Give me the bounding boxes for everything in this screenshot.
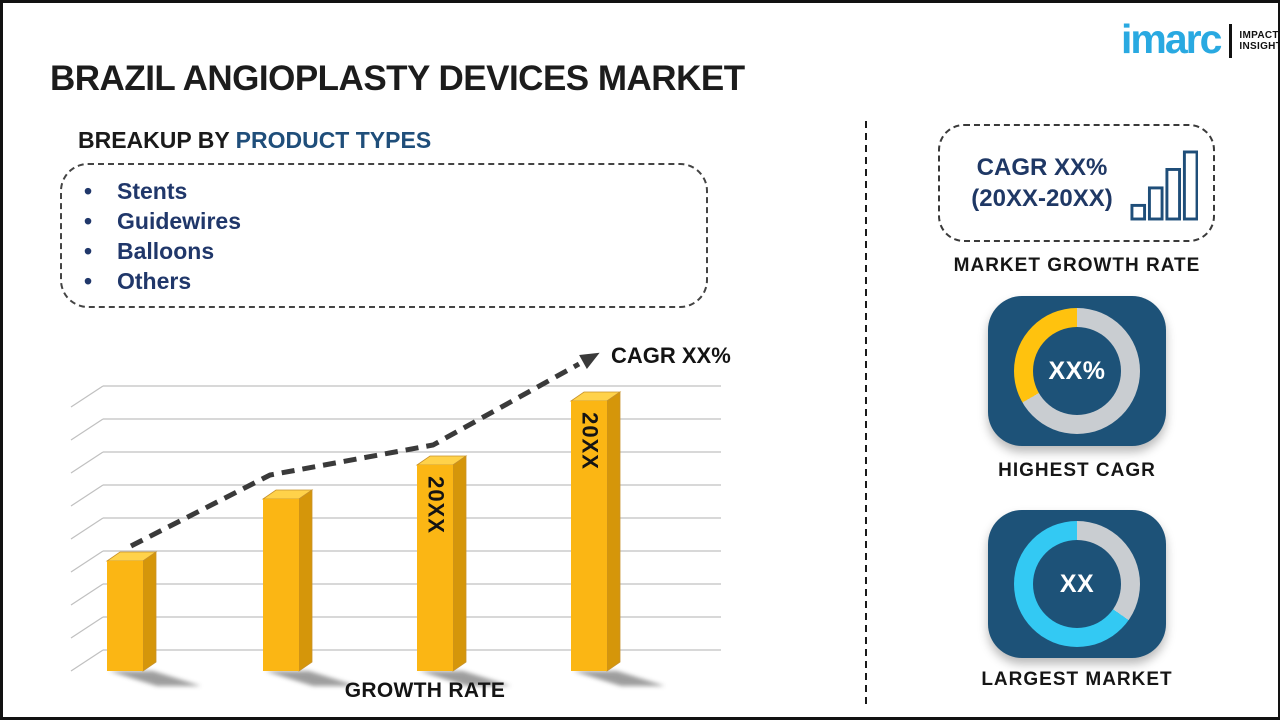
growth-rate-chart: 20XX 20XX CAGR XX% GROWTH RATE [58, 338, 738, 710]
bullet-icon: • [84, 208, 93, 234]
donut-hole: XX [1033, 540, 1121, 628]
section-divider [865, 121, 867, 706]
bullet-icon: • [84, 238, 93, 264]
highest-cagr-caption: HIGHEST CAGR [998, 460, 1156, 481]
bar-year-label: 20XX [578, 412, 603, 470]
list-item-stents: • Stents [62, 176, 706, 206]
imarc-wordmark: imarc [1121, 16, 1222, 62]
logo-tagline-line2: INSIGHTS [1239, 41, 1280, 52]
breakup-heading-prefix: BREAKUP BY [78, 127, 236, 153]
list-item-others: • Others [62, 266, 706, 296]
list-item-label: Stents [117, 178, 188, 204]
logo-divider-bar [1229, 24, 1233, 58]
largest-market-caption: LARGEST MARKET [981, 669, 1173, 690]
logo-tagline: IMPACTFUL INSIGHTS [1239, 30, 1280, 52]
logo-tagline-line1: IMPACTFUL [1239, 30, 1280, 41]
imarc-logo: imarc IMPACTFUL INSIGHTS [1121, 16, 1280, 62]
highest-cagr-value: XX% [1048, 356, 1106, 385]
market-growth-card: CAGR XX% (20XX-20XX) [938, 124, 1215, 242]
product-types-box: • Stents • Guidewires • Balloons • Others [60, 163, 708, 308]
bar-year-label: 20XX [424, 476, 449, 534]
largest-market-card: XX [988, 510, 1166, 658]
breakup-heading-accent: PRODUCT TYPES [235, 127, 432, 153]
breakup-heading: BREAKUP BY PRODUCT TYPES [78, 127, 431, 154]
growth-card-line1: CAGR XX% [976, 154, 1108, 181]
list-item-label: Guidewires [117, 208, 241, 234]
growth-card-text: CAGR XX% (20XX-20XX) [952, 152, 1132, 214]
bar-chart-icon [1130, 150, 1198, 221]
highest-cagr-donut-ring: XX% [1014, 308, 1140, 434]
bullet-icon: • [84, 178, 93, 204]
bullet-icon: • [84, 268, 93, 294]
page-title: BRAZIL ANGIOPLASTY DEVICES MARKET [50, 59, 745, 98]
list-item-label: Balloons [117, 238, 215, 264]
market-growth-rate-caption: MARKET GROWTH RATE [953, 255, 1201, 276]
bar-chart-canvas: 20XX 20XX [70, 352, 721, 686]
list-item-label: Others [117, 268, 192, 294]
chart-caption: GROWTH RATE [344, 679, 506, 702]
largest-market-donut-ring: XX [1014, 521, 1140, 647]
list-item-guidewires: • Guidewires [62, 206, 706, 236]
growth-card-line2: (20XX-20XX) [971, 185, 1113, 212]
largest-market-value: XX [1059, 569, 1095, 598]
cagr-trend-label: CAGR XX% [611, 343, 731, 368]
donut-hole: XX% [1033, 327, 1121, 415]
list-item-balloons: • Balloons [62, 236, 706, 266]
highest-cagr-card: XX% [988, 296, 1166, 446]
